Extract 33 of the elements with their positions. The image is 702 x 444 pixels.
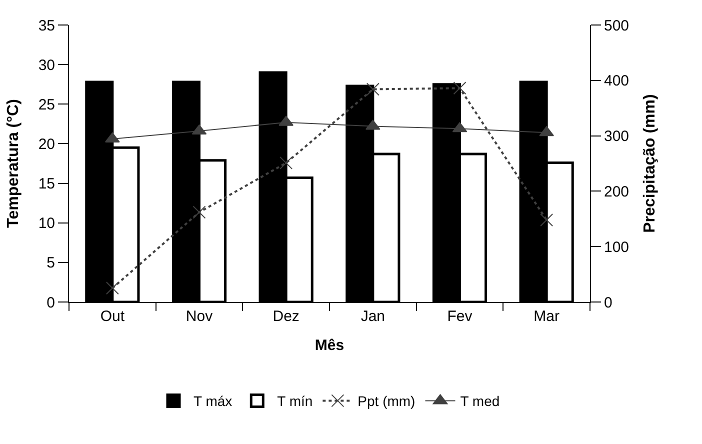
point	[366, 82, 380, 96]
point	[280, 156, 293, 170]
x-tick-label: Out	[100, 308, 126, 325]
point	[192, 206, 206, 219]
y2-tick-label: 400	[604, 72, 630, 90]
y2-tick-label: 300	[604, 128, 630, 146]
y-tick-label: 10	[38, 215, 55, 232]
y2-axis-title: Precipitação (mm)	[642, 94, 659, 233]
legend-label: T máx	[194, 393, 232, 410]
legend-label: T med	[460, 393, 500, 410]
x-tick-label: Fev	[447, 308, 473, 325]
x-tick-label: Dez	[272, 308, 300, 325]
y-tick-label: 5	[46, 254, 55, 272]
y2-tick-label: 500	[604, 17, 630, 34]
y-tick-label: 25	[38, 96, 55, 114]
y2-tick-label: 200	[604, 183, 630, 200]
y-tick-label: 30	[38, 56, 55, 74]
point	[106, 282, 119, 295]
y-tick-label: 15	[38, 176, 55, 193]
x-tick-label: Jan	[360, 308, 386, 325]
y2-tick-label: 100	[604, 238, 630, 256]
y-tick-label: 35	[38, 17, 55, 34]
y-tick-label: 0	[46, 294, 55, 312]
y2-tick-label: 0	[604, 294, 612, 312]
legend-label: T mín	[277, 393, 313, 410]
point	[540, 214, 554, 227]
point	[453, 82, 466, 95]
x-axis-title: Mês	[314, 337, 344, 354]
y-axis-title: Temperatura (°C)	[5, 99, 22, 228]
y-tick-label: 20	[38, 136, 55, 153]
x-tick-label: Mar	[534, 308, 560, 325]
legend-label: Ppt (mm)	[358, 393, 416, 410]
x-tick-label: Nov	[186, 308, 214, 325]
